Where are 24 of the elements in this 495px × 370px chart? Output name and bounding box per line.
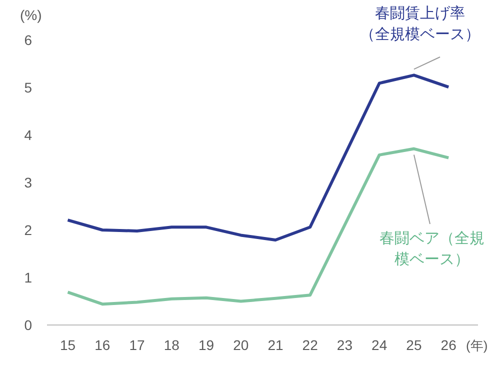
- x-tick-label: 16: [94, 337, 110, 353]
- x-tick-label: 20: [233, 337, 249, 353]
- x-tick-label: 23: [336, 337, 353, 353]
- y-tick-label: 2: [24, 222, 32, 238]
- x-tick-label: 22: [302, 337, 318, 353]
- x-tick-label: 24: [372, 337, 388, 353]
- text: 春闘ベア（全規模ベース）: [380, 230, 484, 268]
- x-tick-label: 21: [268, 337, 284, 353]
- x-tick-label: 25: [406, 337, 422, 353]
- x-tick-label: 19: [198, 337, 214, 353]
- y-tick-label: 6: [24, 32, 32, 48]
- x-tick-label: 17: [129, 337, 146, 353]
- y-tick-label: 3: [24, 174, 32, 190]
- y-tick-label: 1: [24, 270, 32, 286]
- y-tick-label: 4: [24, 127, 32, 143]
- x-axis-title: (年): [466, 338, 488, 353]
- x-tick-label: 15: [60, 337, 76, 353]
- x-tick-label: 26: [440, 337, 457, 353]
- x-tick-label: 18: [164, 337, 180, 353]
- y-tick-label: 0: [24, 317, 32, 333]
- line-series: [66, 147, 450, 306]
- y-axis-title: (%): [20, 7, 42, 23]
- y-tick-label: 5: [24, 80, 32, 96]
- text: 春闘賃上げ率（全規模ベース）: [360, 5, 480, 43]
